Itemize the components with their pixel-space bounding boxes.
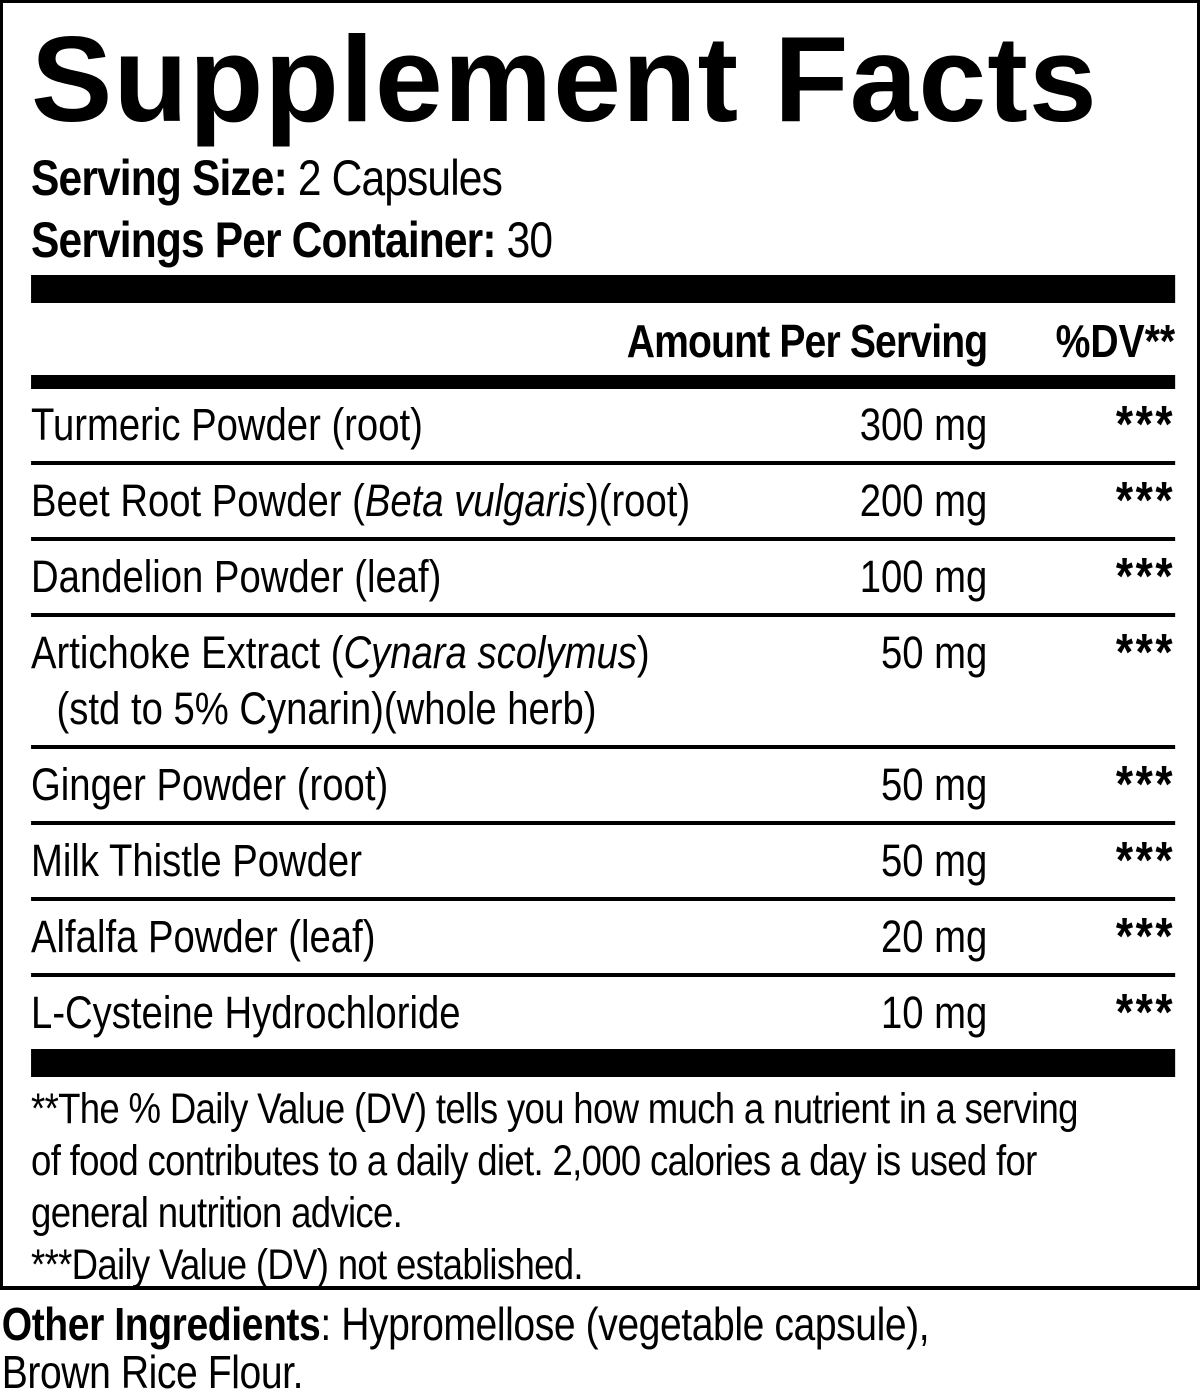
ingredient-dv: ***	[1115, 984, 1176, 1042]
other-ingredients-line: Other Ingredients: Hypromellose (vegetab…	[2, 1300, 1200, 1348]
ingredient-amount: 20 mg	[880, 911, 988, 962]
servings-per-container-label: Servings Per Container:	[31, 212, 496, 268]
supplement-facts-panel: Supplement Facts Serving Size: 2 Capsule…	[0, 0, 1200, 1290]
ingredient-amount: 50 mg	[880, 759, 988, 810]
ingredient-amount: 10 mg	[880, 987, 988, 1038]
footnotes: **The % Daily Value (DV) tells you how m…	[31, 1083, 1175, 1289]
ingredient-amount: 50 mg	[880, 835, 988, 886]
ingredient-rows: Turmeric Powder (root) 300 mg *** Beet Root…	[31, 389, 1176, 1049]
ingredient-name: Alfalfa Powder (leaf)	[31, 911, 376, 962]
amount-per-serving-header: Amount Per Serving	[626, 315, 988, 367]
ingredient-amount: 100 mg	[859, 551, 988, 602]
serving-size-value: 2 Capsules	[297, 150, 503, 206]
ingredient-dv: ***	[1115, 756, 1176, 814]
divider-bar-bottom	[31, 1049, 1176, 1077]
serving-size-line: Serving Size: 2 Capsules	[31, 147, 1175, 209]
column-header-row: Amount Per Serving %DV**	[31, 303, 1175, 375]
other-ingredients-line2: Brown Rice Flour.	[1, 1346, 304, 1394]
ingredient-row: Artichoke Extract (Cynara scolymus) (std …	[31, 617, 1176, 749]
ingredient-name: Beet Root Powder (Beta vulgaris)(root)	[31, 475, 691, 526]
ingredient-name: Dandelion Powder (leaf)	[31, 551, 442, 602]
percent-dv-header: %DV**	[1055, 315, 1176, 367]
serving-info: Serving Size: 2 Capsules Servings Per Co…	[31, 147, 1175, 271]
ingredient-row: Milk Thistle Powder 50 mg ***	[31, 825, 1176, 901]
ingredient-amount: 200 mg	[859, 475, 988, 526]
ingredient-name: L-Cysteine Hydrochloride	[31, 987, 461, 1038]
ingredient-row: Turmeric Powder (root) 300 mg ***	[31, 389, 1176, 465]
other-ingredients-text: : Hypromellose (vegetable capsule),	[320, 1298, 930, 1350]
ingredient-name: Ginger Powder (root)	[31, 759, 389, 810]
ingredient-row: Dandelion Powder (leaf) 100 mg ***	[31, 541, 1176, 617]
serving-size-label: Serving Size:	[31, 150, 288, 206]
ingredient-dv: ***	[1115, 832, 1176, 890]
ingredient-name: Turmeric Powder (root)	[31, 399, 423, 450]
divider-bar-top	[31, 275, 1176, 303]
servings-per-container-value: 30	[506, 212, 553, 268]
ingredient-name-line2: (std to 5% Cynarin)(whole herb)	[56, 683, 597, 734]
ingredient-name: Milk Thistle Powder	[31, 835, 362, 886]
ingredient-row: Alfalfa Powder (leaf) 20 mg ***	[31, 901, 1176, 977]
footnote-line: **The % Daily Value (DV) tells you how m…	[31, 1085, 1078, 1133]
ingredient-row: Beet Root Powder (Beta vulgaris)(root) 20…	[31, 465, 1176, 541]
servings-per-container-line: Servings Per Container: 30	[31, 209, 1175, 271]
footnote-line: of food contributes to a daily diet. 2,0…	[31, 1137, 1037, 1185]
ingredient-dv: ***	[1115, 548, 1176, 606]
ingredient-row: Ginger Powder (root) 50 mg ***	[31, 749, 1176, 825]
ingredient-dv: ***	[1115, 472, 1176, 530]
ingredient-dv: ***	[1115, 624, 1176, 682]
ingredient-row: L-Cysteine Hydrochloride 10 mg ***	[31, 977, 1175, 1049]
divider-bar-header	[31, 375, 1176, 389]
ingredient-amount: 300 mg	[859, 399, 988, 450]
footnote-line: ***Daily Value (DV) not established.	[31, 1241, 583, 1289]
ingredient-dv: ***	[1115, 908, 1176, 966]
ingredient-amount: 50 mg	[880, 627, 988, 678]
other-ingredients-label: Other Ingredients	[1, 1298, 321, 1350]
other-ingredients-section: Other Ingredients: Hypromellose (vegetab…	[0, 1300, 1200, 1394]
panel-title: Supplement Facts	[31, 11, 1098, 147]
ingredient-name: Artichoke Extract (Cynara scolymus) (std …	[31, 629, 881, 733]
footnote-line: general nutrition advice.	[31, 1189, 403, 1237]
ingredient-dv: ***	[1115, 396, 1176, 454]
